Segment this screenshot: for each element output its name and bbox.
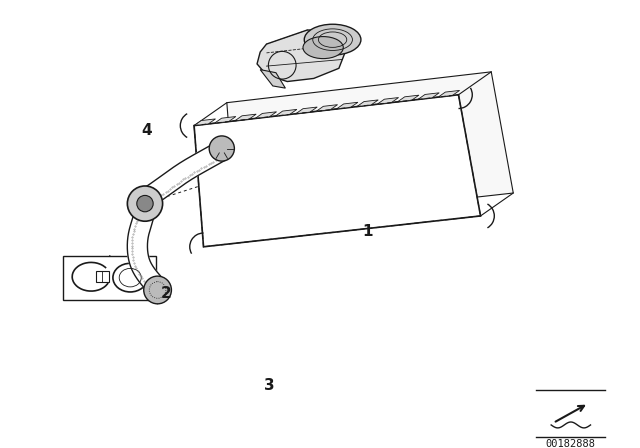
Polygon shape: [296, 107, 317, 114]
Polygon shape: [255, 112, 276, 118]
Polygon shape: [127, 207, 164, 293]
Bar: [63, 256, 156, 300]
Polygon shape: [194, 119, 216, 125]
Polygon shape: [214, 116, 236, 123]
Polygon shape: [438, 90, 460, 97]
Polygon shape: [235, 114, 256, 121]
Circle shape: [127, 186, 163, 221]
Polygon shape: [316, 105, 337, 112]
Polygon shape: [227, 72, 513, 224]
Circle shape: [209, 136, 234, 161]
Circle shape: [137, 195, 153, 212]
Text: 4: 4: [141, 122, 152, 138]
Polygon shape: [357, 100, 378, 107]
Ellipse shape: [303, 37, 343, 59]
Polygon shape: [275, 109, 297, 116]
Text: 1: 1: [362, 224, 372, 239]
Polygon shape: [257, 30, 348, 82]
Text: 3: 3: [264, 378, 275, 393]
Text: 2: 2: [161, 285, 171, 301]
Polygon shape: [418, 93, 439, 99]
Ellipse shape: [119, 268, 141, 287]
Circle shape: [144, 276, 172, 304]
Polygon shape: [377, 98, 399, 104]
Bar: [96, 271, 109, 282]
Polygon shape: [337, 102, 358, 109]
Text: 00182888: 00182888: [546, 439, 596, 448]
Polygon shape: [140, 143, 225, 208]
Ellipse shape: [304, 24, 361, 55]
Polygon shape: [194, 95, 481, 247]
Polygon shape: [397, 95, 419, 102]
Polygon shape: [260, 69, 285, 88]
